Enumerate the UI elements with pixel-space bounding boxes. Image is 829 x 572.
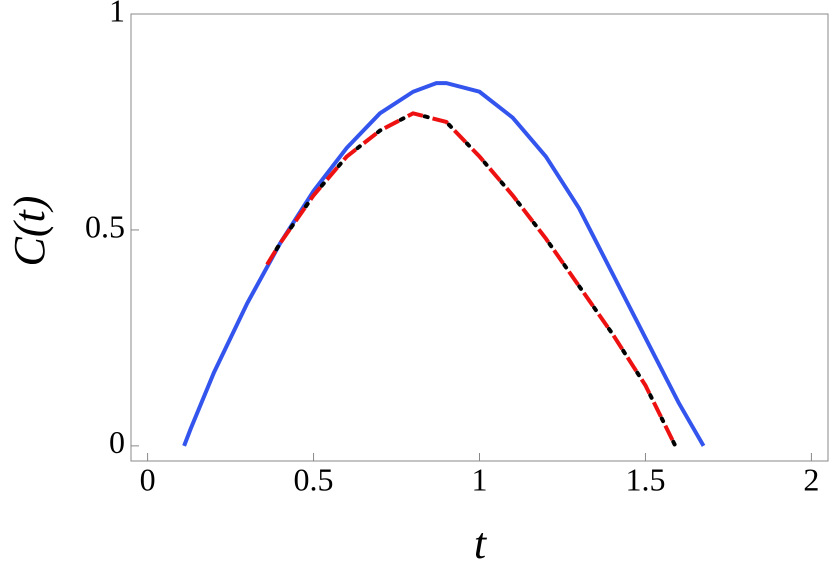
series-line: [182, 81, 706, 447]
y-axis-label: C(t): [5, 196, 54, 267]
y-tick-label: 0: [109, 424, 125, 460]
x-tick-label: 2: [803, 461, 819, 497]
x-tick-label: 0: [140, 461, 156, 497]
y-tick-label: 0.5: [85, 208, 125, 244]
x-tick-label: 1: [472, 461, 488, 497]
x-tick-label: 0.5: [294, 461, 334, 497]
x-axis-label: t: [474, 519, 488, 568]
plot-frame: [130, 13, 829, 462]
x-tick-label: 1.5: [625, 461, 665, 497]
series-line: [265, 111, 678, 447]
y-tick-label: 1: [109, 0, 125, 28]
